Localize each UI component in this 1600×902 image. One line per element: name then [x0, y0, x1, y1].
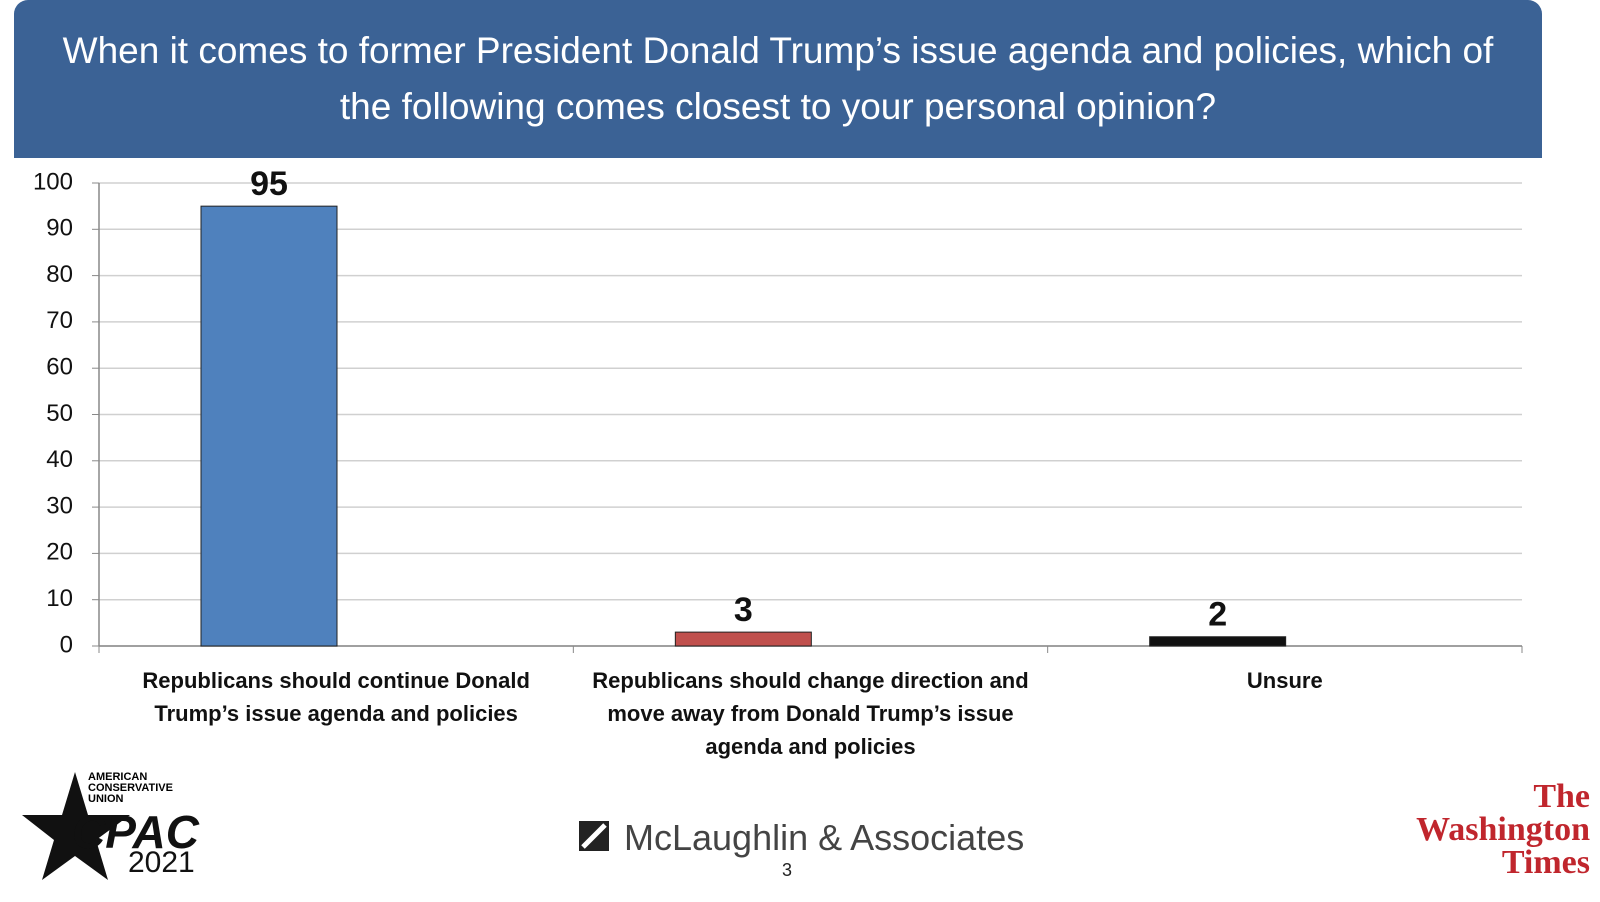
y-tick-label: 10	[46, 585, 73, 612]
y-tick-label: 60	[46, 354, 73, 381]
y-tick-label: 100	[33, 168, 73, 195]
year: 2021	[128, 846, 195, 879]
pollster-icon-slash	[581, 823, 607, 849]
chart-title: When it comes to former President Donald…	[62, 30, 1494, 127]
org-name: AMERICAN CONSERVATIVE UNION	[88, 771, 173, 805]
x-tick-label: Republicans should continue Donald Trump…	[142, 668, 530, 726]
y-tick-label: 20	[46, 539, 73, 566]
page-number: 3	[782, 860, 793, 880]
y-tick-label: 40	[46, 446, 73, 473]
bar	[1149, 636, 1287, 647]
y-tick-label: 70	[46, 307, 73, 334]
title-banner: When it comes to former President Donald…	[14, 0, 1542, 158]
bar	[200, 205, 338, 647]
data-label: 3	[734, 591, 753, 629]
publisher: The Washington Times	[1416, 778, 1590, 881]
x-tick-label: Unsure	[1246, 668, 1323, 693]
x-tick-label: Republicans should change direction and …	[592, 668, 1029, 759]
org-logo: CPAC	[72, 806, 199, 858]
y-tick-label: 90	[46, 215, 73, 242]
bar	[674, 631, 812, 647]
y-tick-label: 0	[60, 631, 73, 658]
star-logo	[22, 772, 130, 880]
y-tick-label: 50	[46, 400, 73, 427]
y-tick-label: 30	[46, 492, 73, 519]
pollster: McLaughlin & Associates	[624, 817, 1025, 858]
data-label: 2	[1208, 596, 1227, 634]
data-label: 95	[250, 165, 288, 203]
y-tick-label: 80	[46, 261, 73, 288]
